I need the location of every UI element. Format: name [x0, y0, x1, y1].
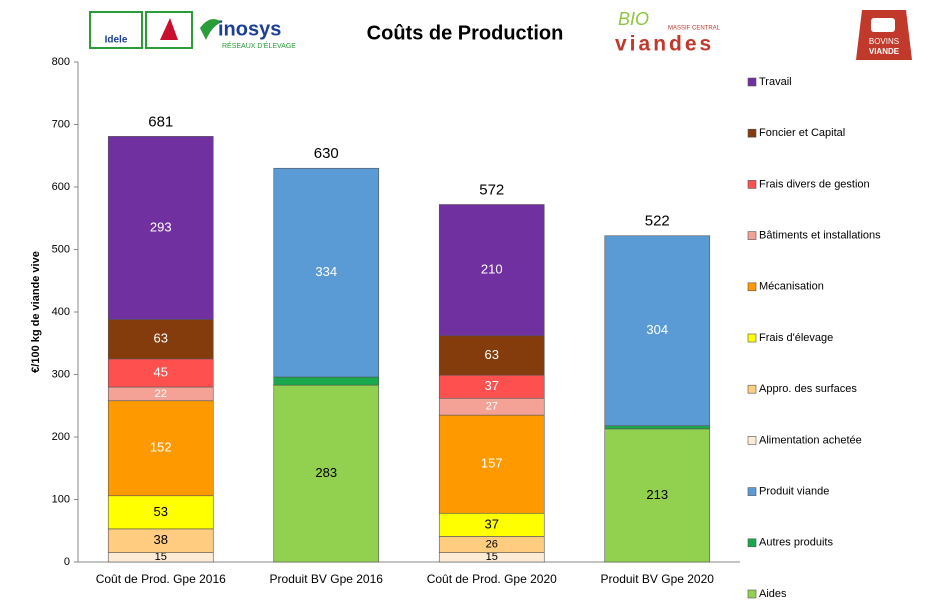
data-label: 38 — [154, 532, 168, 547]
bar-segment — [604, 235, 711, 427]
data-label: 15 — [155, 551, 167, 563]
y-tick-label: 600 — [52, 181, 70, 193]
data-label: 293 — [150, 219, 172, 234]
legend-label: Alimentation achetée — [759, 434, 862, 446]
data-label: 304 — [646, 322, 668, 337]
bar-segment — [107, 400, 214, 497]
legend-label: Foncier et Capital — [759, 127, 845, 139]
y-tick-label: 500 — [52, 243, 70, 255]
logo-shape — [200, 19, 222, 40]
legend-swatch — [747, 538, 757, 548]
data-label: 210 — [481, 262, 503, 277]
total-label: 522 — [645, 213, 670, 230]
legend-swatch — [747, 180, 757, 189]
y-tick-label: 800 — [52, 56, 70, 68]
logo-text: viandes — [615, 33, 714, 56]
bar-segment — [107, 136, 214, 320]
logo-text: inosys — [218, 18, 281, 40]
legend-swatch — [747, 487, 757, 496]
bar-segment — [273, 384, 380, 563]
data-label: 45 — [154, 364, 168, 379]
x-tick-label: Produit BV Gpe 2020 — [601, 572, 715, 586]
y-axis-label: €/100 kg de viande vive — [30, 251, 42, 373]
legend-label: Appro. des surfaces — [759, 383, 857, 395]
data-label: 63 — [154, 331, 168, 346]
bar-segment — [438, 204, 545, 337]
legend-swatch — [747, 282, 757, 292]
y-tick-label: 0 — [64, 556, 70, 568]
y-tick-label: 700 — [52, 118, 70, 130]
legend-label: Frais divers de gestion — [759, 178, 870, 190]
bar-segment — [438, 414, 545, 514]
legend-swatch — [747, 77, 757, 87]
chart-title: Coûts de Production — [367, 22, 564, 44]
bar-segment — [273, 167, 380, 378]
bar-segment — [438, 335, 545, 376]
logo-text: BIO — [618, 9, 649, 29]
data-label: 53 — [154, 504, 168, 519]
data-label: 37 — [485, 516, 499, 531]
data-label: 63 — [485, 347, 499, 362]
logo-text: BOVINS — [869, 37, 899, 46]
bar-segment — [604, 425, 711, 430]
data-label: 22 — [155, 388, 167, 400]
x-tick-label: Coût de Prod. Gpe 2016 — [96, 572, 226, 586]
legend-label: Produit viande — [759, 486, 829, 498]
data-label: 283 — [315, 465, 337, 480]
data-label: 37 — [485, 378, 499, 393]
logo-text: VIANDE — [869, 47, 900, 56]
bar-segment — [604, 428, 711, 563]
logo-text: RÉSEAUX D'ÉLEVAGE — [222, 41, 296, 50]
y-tick-label: 400 — [52, 306, 70, 318]
total-label: 681 — [148, 113, 173, 130]
bar-segment — [107, 319, 214, 360]
total-label: 630 — [314, 145, 339, 162]
y-tick-label: 300 — [52, 368, 70, 380]
logo-text: Idele — [105, 35, 128, 46]
data-label: 157 — [481, 456, 503, 471]
y-tick-label: 200 — [52, 431, 70, 443]
x-tick-label: Produit BV Gpe 2016 — [270, 572, 384, 586]
x-tick-label: Coût de Prod. Gpe 2020 — [427, 572, 557, 586]
legend-label: Autres produits — [759, 537, 833, 549]
data-label: 334 — [315, 264, 337, 279]
bar-segment — [273, 376, 380, 386]
data-label: 15 — [486, 551, 498, 563]
bar-segment — [107, 495, 214, 530]
logo-text: MASSIF CENTRAL — [668, 26, 721, 32]
logo-shape — [856, 10, 912, 60]
legend-swatch — [747, 128, 757, 138]
legend-label: Frais d'élevage — [759, 332, 833, 344]
data-label: 26 — [486, 538, 498, 550]
legend-label: Mécanisation — [759, 281, 824, 293]
legend-label: Travail — [759, 76, 792, 88]
data-label: 213 — [646, 487, 668, 502]
legend-label: Aides — [759, 588, 787, 600]
legend-swatch — [747, 589, 757, 599]
total-label: 572 — [479, 181, 504, 198]
legend-swatch — [747, 333, 757, 343]
y-tick-label: 100 — [52, 493, 70, 505]
logo-shape — [160, 18, 178, 40]
legend-label: Bâtiments et installations — [759, 230, 881, 242]
legend-swatch — [747, 436, 757, 445]
legend-swatch — [747, 231, 757, 240]
logo-shape — [871, 18, 895, 32]
legend-swatch — [747, 384, 757, 394]
data-label: 27 — [486, 401, 498, 413]
data-label: 152 — [150, 440, 172, 455]
logo-box — [89, 11, 143, 49]
